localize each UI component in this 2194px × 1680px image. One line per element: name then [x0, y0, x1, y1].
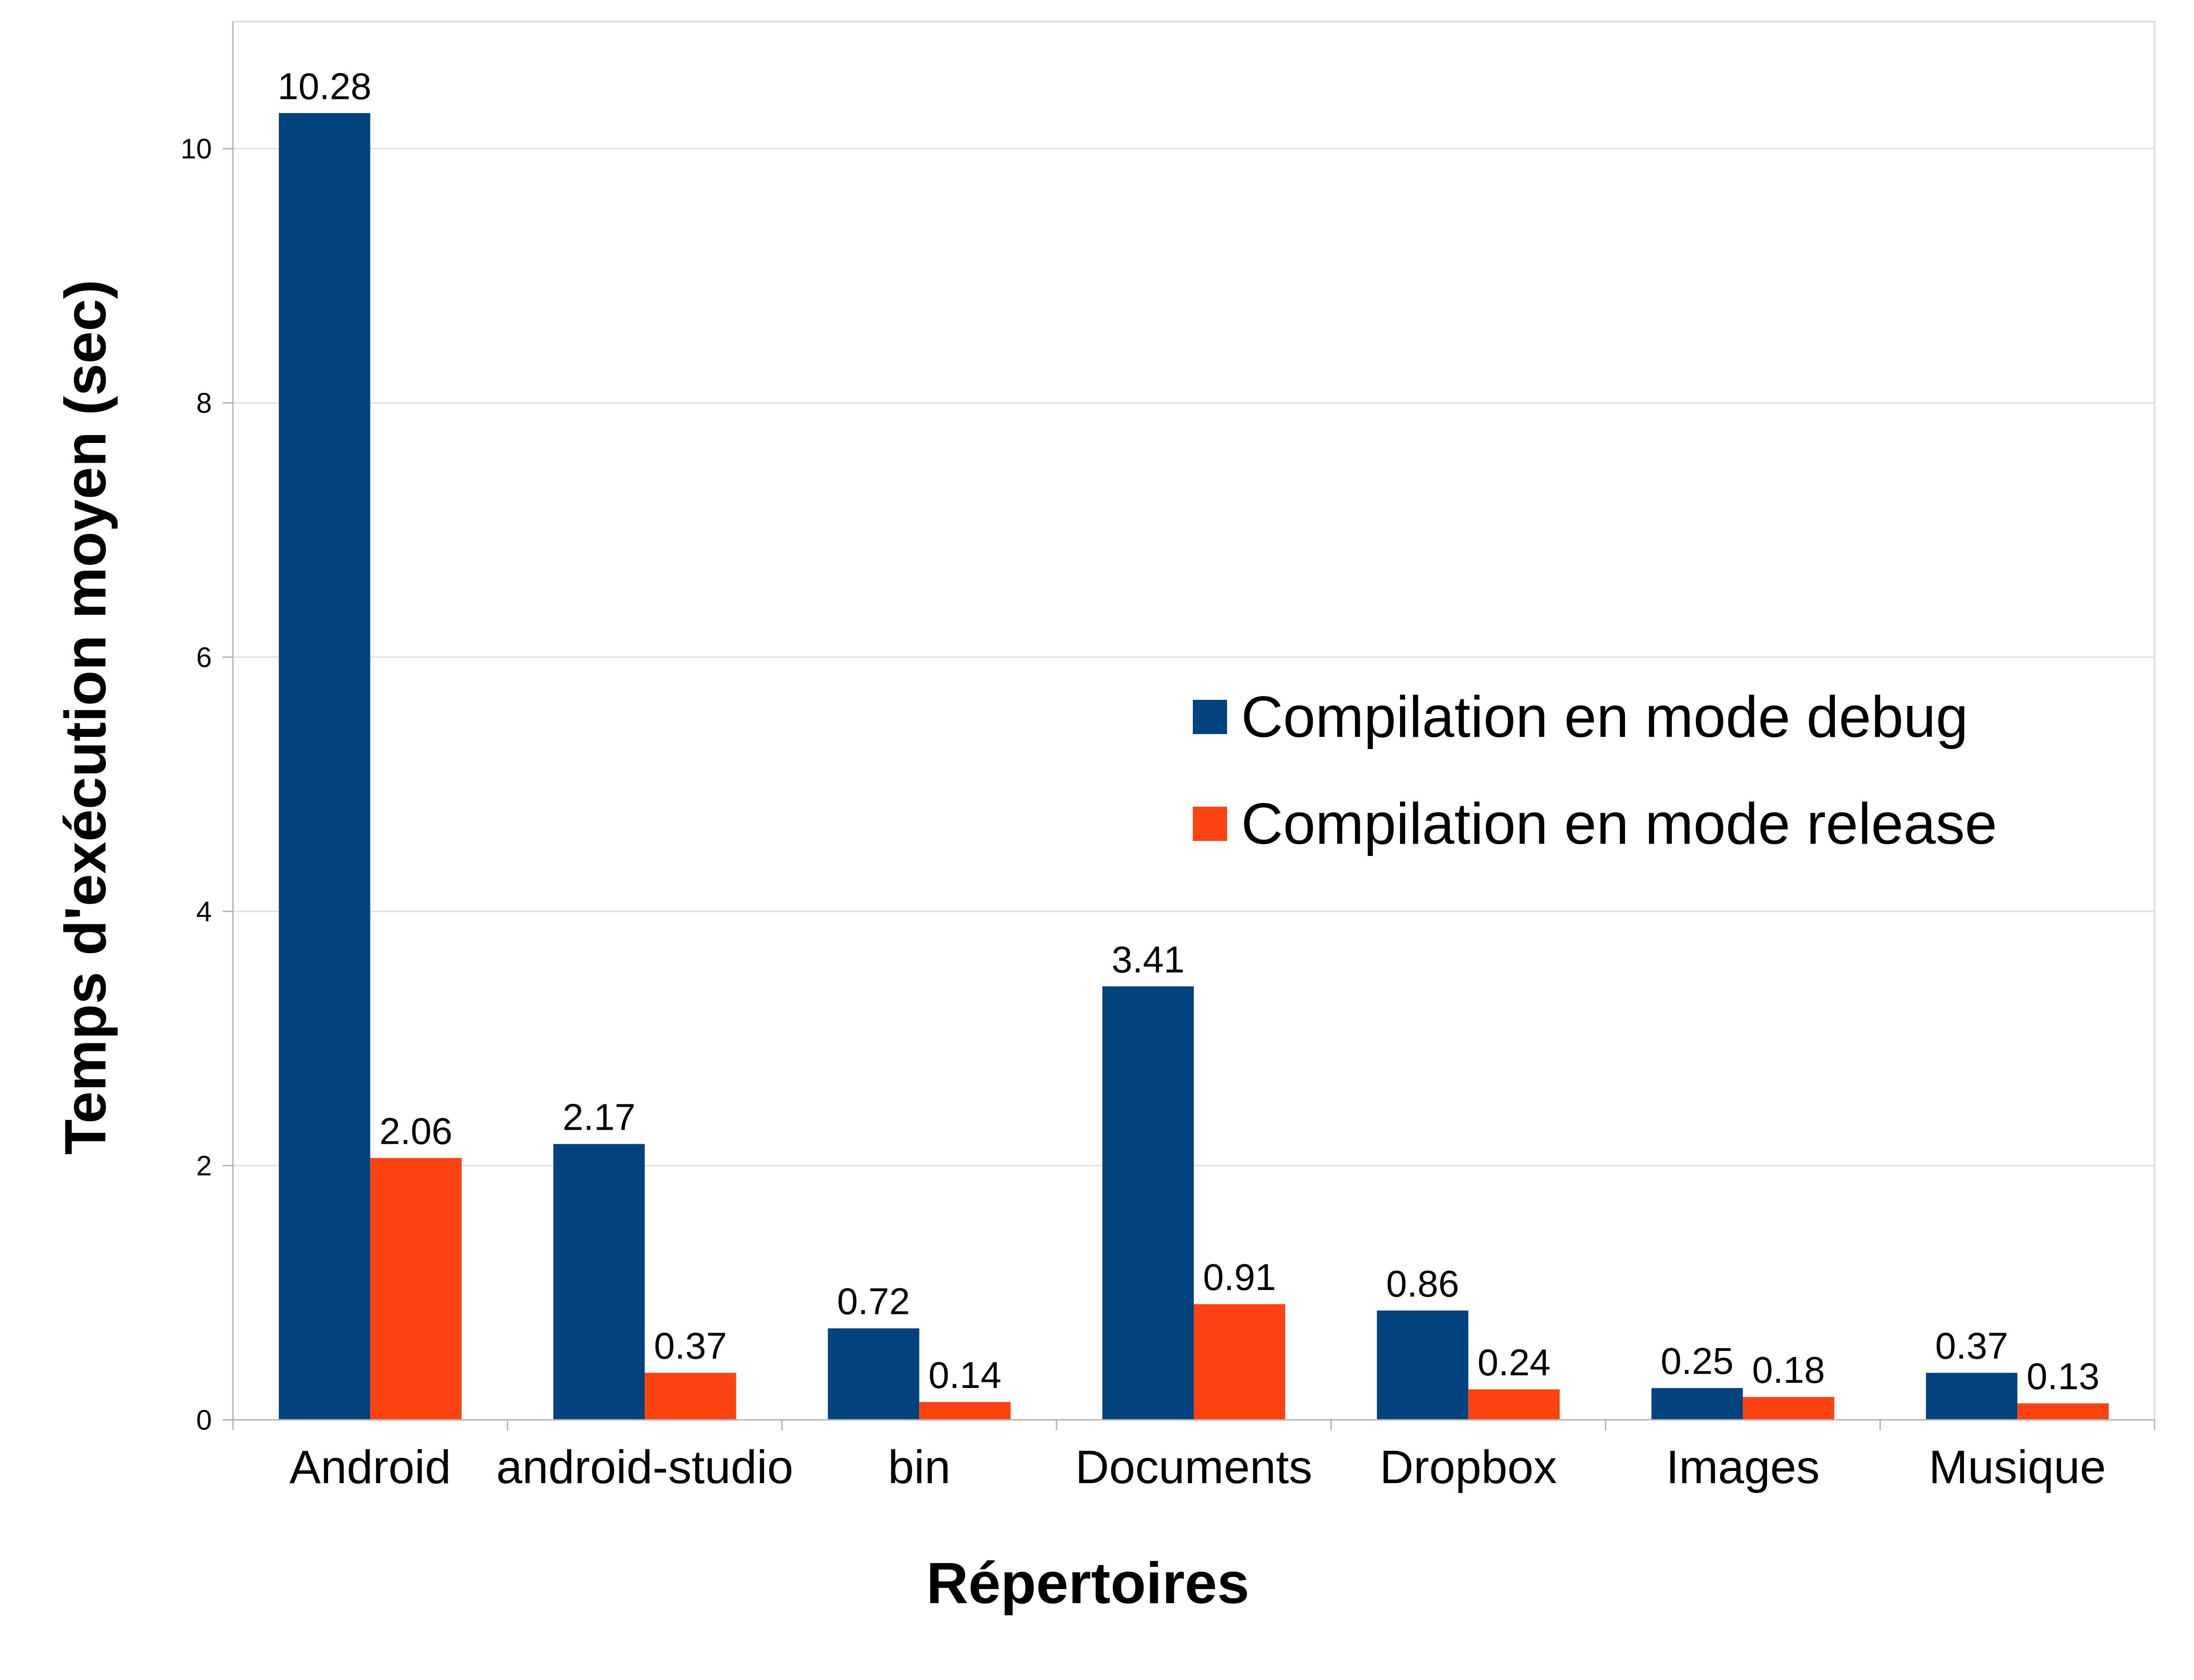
- data-label: 0.91: [1203, 1256, 1276, 1298]
- x-axis-title: Répertoires: [926, 1551, 1249, 1616]
- data-label: 3.41: [1112, 938, 1185, 980]
- y-axis-title: Temps d'exécution moyen (sec): [53, 279, 118, 1155]
- category-label: Documents: [1075, 1441, 1312, 1493]
- legend-label-debug: Compilation en mode debug: [1241, 685, 1968, 750]
- bar-release: [1194, 1304, 1285, 1420]
- data-label: 0.13: [2027, 1356, 2100, 1397]
- bar-debug: [828, 1328, 920, 1420]
- y-axis-ticks: 0 2 4 6 8 10: [180, 133, 233, 1436]
- data-label: 0.25: [1661, 1340, 1734, 1382]
- category-label: Musique: [1929, 1441, 2106, 1493]
- bar-release: [919, 1402, 1011, 1420]
- y-tick-label: 0: [196, 1404, 212, 1436]
- y-tick-label: 4: [196, 896, 212, 927]
- data-label: 0.24: [1477, 1342, 1550, 1383]
- category-labels: Android android-studio bin Documents Dropbox…: [290, 1441, 2106, 1493]
- y-tick-label: 6: [196, 642, 212, 673]
- legend-swatch-debug: [1193, 700, 1227, 734]
- data-label: 0.14: [929, 1354, 1002, 1396]
- data-label: 0.18: [1752, 1349, 1825, 1391]
- bars: [278, 113, 2109, 1420]
- category-label: android-studio: [496, 1441, 794, 1493]
- category-label: Android: [290, 1441, 451, 1493]
- category-label: bin: [888, 1441, 951, 1493]
- data-label: 10.28: [277, 65, 371, 107]
- data-label: 0.37: [654, 1325, 727, 1367]
- data-label: 2.17: [562, 1096, 636, 1138]
- grid: [233, 148, 2155, 1167]
- bar-release: [2017, 1403, 2109, 1420]
- bar-debug: [1651, 1388, 1743, 1420]
- y-tick-label: 10: [180, 133, 212, 165]
- data-label: 2.06: [380, 1110, 453, 1152]
- category-label: Images: [1666, 1441, 1820, 1493]
- data-label: 0.86: [1386, 1263, 1459, 1305]
- bar-debug: [1926, 1372, 2018, 1420]
- legend-label-release: Compilation en mode release: [1241, 792, 1997, 856]
- bar-release: [1468, 1389, 1560, 1420]
- bar-release: [370, 1158, 462, 1420]
- bar-debug: [1377, 1310, 1468, 1420]
- x-axis-ticks: [232, 1420, 2156, 1430]
- legend-swatch-release: [1193, 807, 1227, 841]
- data-label: 0.37: [1935, 1325, 2008, 1367]
- category-label: Dropbox: [1380, 1441, 1557, 1493]
- bar-release: [644, 1372, 736, 1420]
- bar-debug: [553, 1144, 645, 1420]
- bar-debug: [278, 113, 370, 1420]
- bar-release: [1743, 1397, 1835, 1420]
- data-labels: 10.28 2.06 2.17 0.37 0.72 0.14 3.41 0.91 0.86 0.2…: [277, 65, 2099, 1397]
- bar-debug: [1102, 986, 1194, 1420]
- y-tick-label: 8: [196, 388, 212, 419]
- legend: Compilation en mode debug Compilation en…: [1193, 685, 1997, 856]
- y-tick-label: 2: [196, 1150, 212, 1182]
- data-label: 0.72: [837, 1281, 910, 1322]
